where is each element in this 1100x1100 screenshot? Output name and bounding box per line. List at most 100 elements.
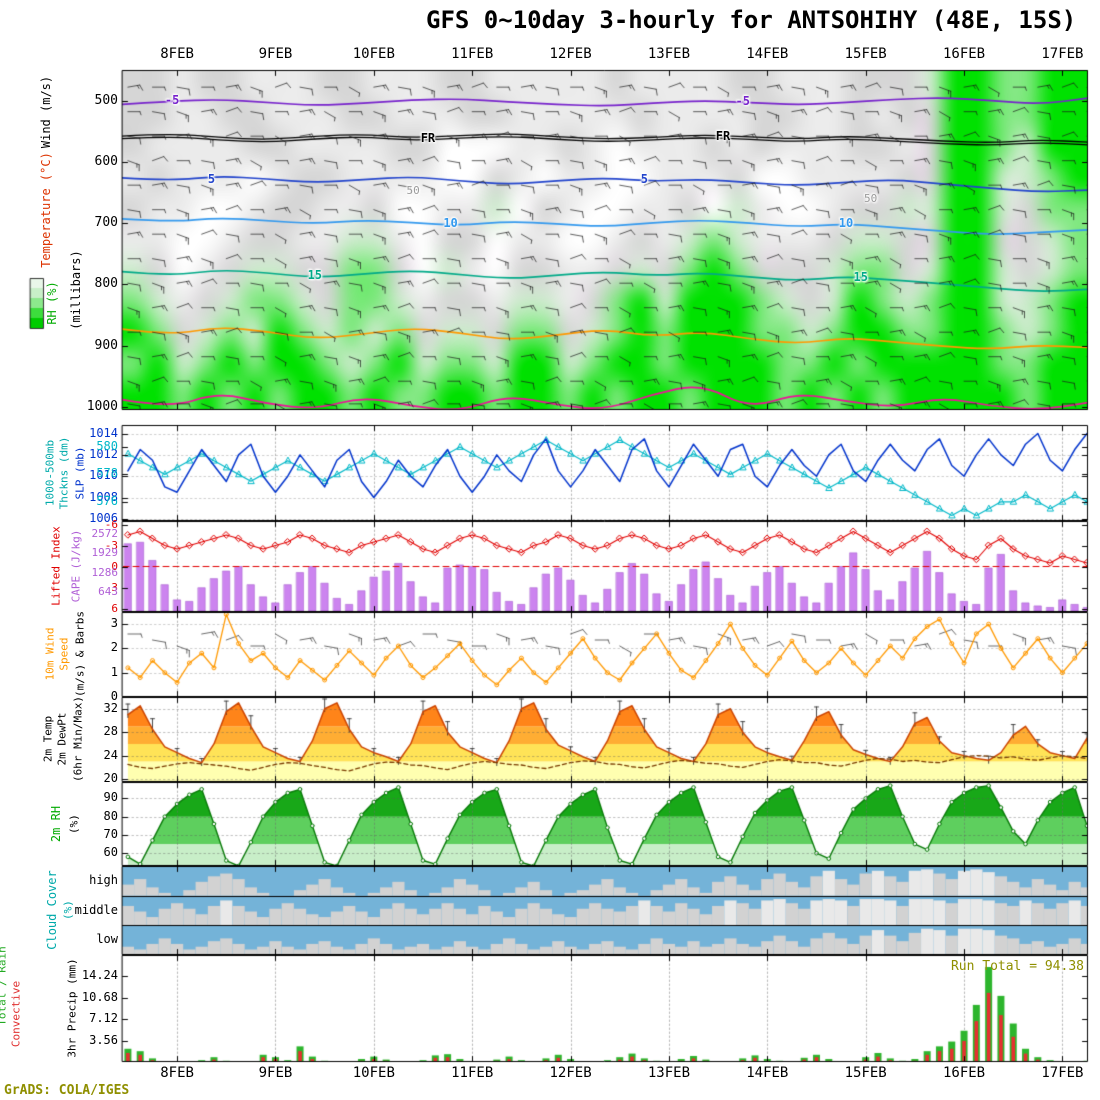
side-label: (m/s) & Barbs (73, 610, 87, 698)
run-total-label: Run Total = 94.38 (950, 959, 1084, 974)
y-tick-label: -3 (104, 538, 118, 552)
y-tick-label: 580 (96, 438, 118, 453)
side-label: 3hr Precip (mm) (65, 958, 79, 1058)
x-tick-label: 14FEB (746, 1065, 789, 1081)
side-label: Lifted Index (49, 526, 63, 606)
pressure-tick-label: 700 (94, 215, 118, 231)
y-tick-label: 1286 (91, 565, 119, 579)
chart-title: GFS 0~10day 3-hourly for ANTSOHIHY (48E,… (426, 6, 1077, 34)
contour-label: FR (420, 130, 436, 145)
contour-label: -5 (735, 94, 750, 109)
row-label: low (96, 932, 118, 947)
y-tick-label: 10.68 (81, 989, 118, 1004)
y-tick-label: 1008 (89, 489, 118, 504)
x-tick-label: 15FEB (844, 46, 887, 62)
y-tick-label: -6 (104, 517, 118, 531)
side-label: Temperature (°C) (39, 152, 53, 268)
pressure-tick-label: 600 (94, 153, 118, 169)
x-tick-label: 11FEB (451, 46, 494, 62)
x-tick-label: 15FEB (844, 1065, 887, 1081)
x-tick-label: 16FEB (942, 1065, 986, 1081)
y-tick-label: 1010 (89, 468, 118, 483)
side-label: 2m DewPt (55, 712, 69, 766)
row-label: high (89, 872, 118, 887)
y-tick-label: 7.12 (89, 1011, 118, 1026)
row-label: middle (74, 902, 118, 917)
contour-label: 50 (863, 192, 878, 206)
x-tick-label: 10FEB (352, 46, 395, 62)
y-tick-label: 0 (111, 559, 118, 573)
pressure-tick-label: 900 (94, 337, 118, 353)
side-label: Convective (9, 980, 23, 1048)
y-tick-label: 80 (103, 808, 118, 823)
y-tick-label: 0 (110, 689, 118, 703)
y-tick-label: 1929 (91, 546, 119, 560)
contour-label: FR (715, 129, 731, 144)
side-label: Speed (57, 637, 71, 671)
y-tick-label: 32 (103, 700, 118, 715)
contour-label: 10 (838, 216, 854, 231)
x-tick-label: 12FEB (549, 1065, 592, 1081)
side-label: 2m RH (49, 805, 63, 843)
side-label: SLP (mb) (73, 446, 87, 500)
y-tick-label: 1014 (89, 425, 118, 440)
contour-label: 5 (207, 172, 216, 187)
y-tick-label: 28 (103, 724, 118, 739)
y-tick-label: 3 (110, 616, 118, 631)
y-tick-label: 60 (103, 845, 118, 860)
x-tick-label: 8FEB (160, 1065, 194, 1081)
x-tick-label: 11FEB (451, 1065, 494, 1081)
side-label: Wind (m/s) (39, 75, 53, 149)
contour-label: 15 (853, 269, 868, 284)
side-label: Total / Rain (0, 946, 9, 1026)
y-tick-label: 2 (110, 640, 118, 655)
contour-label: 10 (443, 215, 458, 230)
y-tick-label: 3.56 (89, 1032, 118, 1047)
pressure-tick-label: 800 (94, 276, 118, 292)
y-tick-label: 578 (96, 466, 118, 481)
y-tick-label: 1006 (89, 510, 118, 525)
y-tick-label: 6 (111, 601, 118, 615)
side-label: 2m Temp (41, 715, 55, 763)
side-label: (%) (61, 900, 75, 920)
x-tick-label: 9FEB (258, 46, 293, 62)
x-tick-label: 17FEB (1041, 1065, 1084, 1081)
y-tick-label: 1 (110, 664, 118, 679)
grads-credit: GrADS: COLA/IGES (4, 1083, 130, 1098)
y-tick-label: 70 (103, 826, 118, 841)
pressure-tick-label: 500 (94, 92, 118, 108)
side-label: Cloud Cover (45, 870, 59, 950)
x-tick-label: 14FEB (746, 46, 789, 62)
side-label: (millibars) (69, 250, 83, 330)
side-label: 1000-500mb (43, 439, 57, 507)
y-tick-label: 14.24 (81, 968, 118, 983)
contour-label: 50 (406, 184, 420, 198)
x-tick-label: 13FEB (647, 46, 691, 62)
y-tick-label: 1012 (89, 446, 118, 461)
x-tick-label: 8FEB (160, 46, 194, 62)
x-tick-label: 17FEB (1041, 46, 1084, 62)
x-tick-label: 12FEB (549, 46, 592, 62)
side-label: 10m Wind (43, 627, 57, 681)
y-tick-label: 3 (111, 580, 118, 594)
side-label: RH (%) (45, 281, 59, 325)
y-tick-label: 20 (103, 771, 118, 786)
side-label: (6hr Min/Max) (71, 695, 85, 783)
y-tick-label: 643 (98, 585, 118, 599)
y-tick-label: 24 (103, 747, 118, 762)
x-tick-label: 9FEB (258, 1065, 293, 1081)
y-tick-label: 576 (96, 493, 118, 508)
contour-label: 5 (640, 171, 648, 186)
contour-label: -5 (164, 93, 180, 108)
y-tick-label: 90 (103, 790, 118, 805)
side-label: CAPE (J/kg) (69, 529, 83, 603)
side-label: (%) (67, 814, 81, 834)
contour-label: 15 (307, 268, 323, 283)
x-tick-label: 13FEB (647, 1065, 691, 1081)
pressure-tick-label: 1000 (86, 398, 118, 414)
x-tick-label: 10FEB (352, 1065, 395, 1081)
y-tick-label: 2572 (91, 526, 119, 540)
side-label: Thckns (dm) (57, 436, 71, 510)
